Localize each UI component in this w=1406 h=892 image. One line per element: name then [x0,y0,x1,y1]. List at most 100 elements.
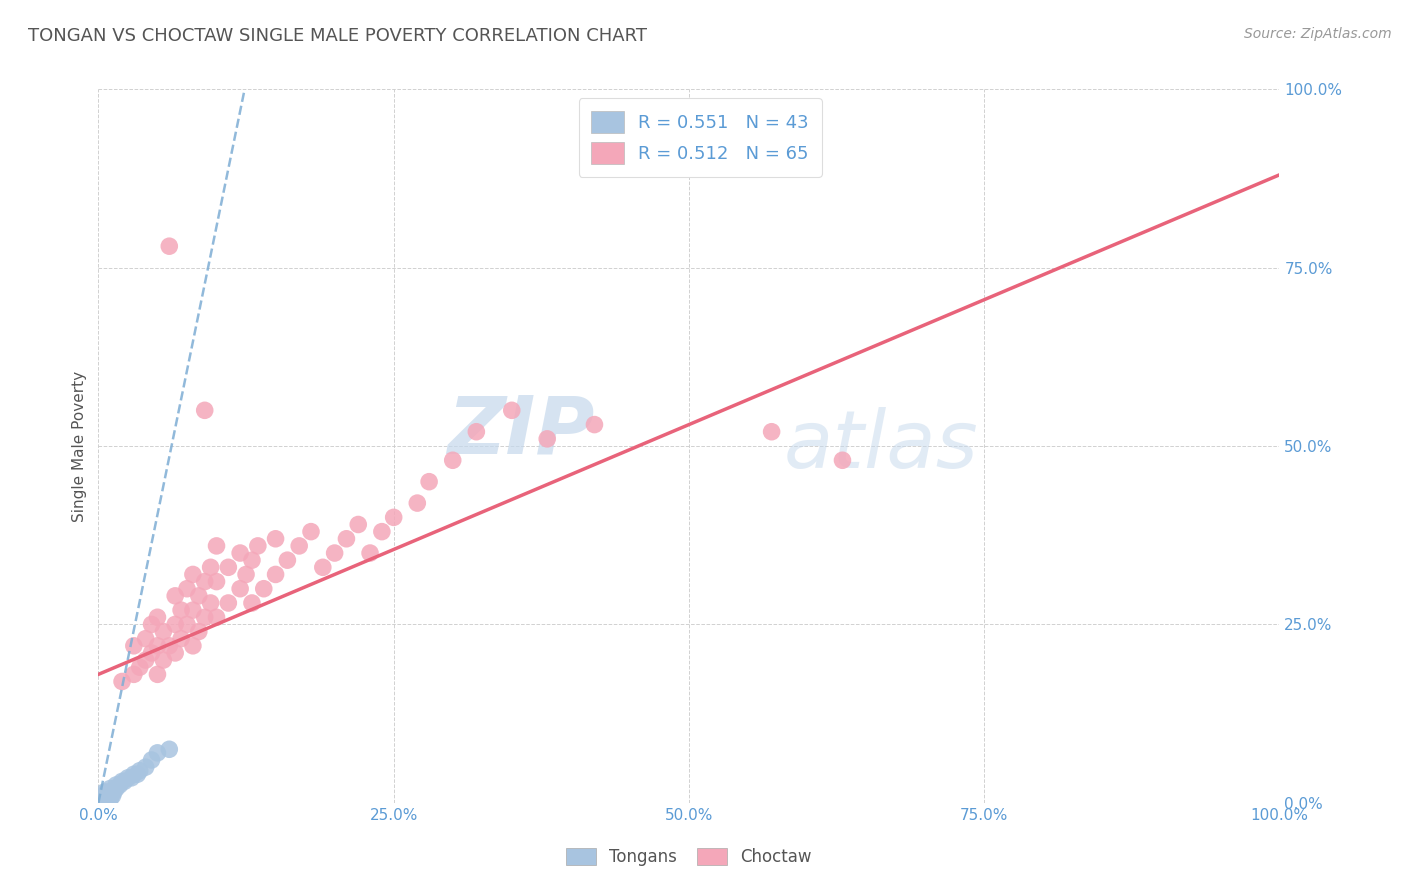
Point [128,660,150,674]
Point [323,546,346,560]
Point [87,796,110,810]
Point [121,771,143,785]
Point [299,524,322,539]
Text: ZIP: ZIP [447,392,595,471]
Point [93,785,115,799]
Point [382,510,405,524]
Point [111,774,134,789]
Legend: Tongans, Choctaw: Tongans, Choctaw [558,840,820,875]
Point [152,624,174,639]
Point [111,674,134,689]
Point [194,403,217,417]
Point [89,796,111,810]
Point [246,539,269,553]
Point [441,453,464,467]
Point [240,553,263,567]
Point [94,789,117,803]
Point [90,796,112,810]
Point [264,567,287,582]
Point [152,653,174,667]
Point [465,425,488,439]
Point [97,789,120,803]
Text: Source: ZipAtlas.com: Source: ZipAtlas.com [1244,27,1392,41]
Point [583,417,606,432]
Point [98,792,121,806]
Point [165,589,187,603]
Point [117,771,139,785]
Point [91,796,114,810]
Point [240,596,263,610]
Point [146,639,169,653]
Point [418,475,440,489]
Point [536,432,558,446]
Point [288,539,311,553]
Point [165,617,187,632]
Text: atlas: atlas [783,407,979,485]
Point [87,796,110,810]
Point [194,574,217,589]
Y-axis label: Single Male Poverty: Single Male Poverty [72,370,87,522]
Point [98,781,121,796]
Point [229,582,252,596]
Point [98,789,121,803]
Point [93,789,115,803]
Point [94,796,117,810]
Point [205,574,228,589]
Point [146,667,169,681]
Point [253,582,276,596]
Point [96,796,118,810]
Point [141,617,163,632]
Point [205,610,228,624]
Point [127,767,149,781]
Point [135,632,157,646]
Point [235,567,257,582]
Point [93,796,115,810]
Point [91,789,114,803]
Point [187,624,209,639]
Point [128,764,150,778]
Point [157,239,180,253]
Point [501,403,523,417]
Point [200,560,222,574]
Point [93,792,115,806]
Point [98,792,121,806]
Point [112,774,135,789]
Point [181,567,204,582]
Point [200,596,222,610]
Point [176,617,198,632]
Point [146,746,169,760]
Point [205,539,228,553]
Point [103,785,125,799]
Point [359,546,381,560]
Point [371,524,394,539]
Point [217,560,239,574]
Point [135,760,157,774]
Point [94,792,117,806]
Point [141,646,163,660]
Point [170,632,193,646]
Legend: R = 0.551   N = 43, R = 0.512   N = 65: R = 0.551 N = 43, R = 0.512 N = 65 [579,98,821,177]
Point [101,785,124,799]
Point [157,639,180,653]
Point [108,778,131,792]
Point [122,767,145,781]
Point [135,653,157,667]
Point [312,560,335,574]
Point [101,789,124,803]
Point [141,753,163,767]
Point [105,778,128,792]
Point [181,639,204,653]
Point [264,532,287,546]
Point [165,646,187,660]
Point [181,603,204,617]
Point [105,781,128,796]
Point [831,453,853,467]
Point [176,582,198,596]
Point [90,792,112,806]
Point [122,639,145,653]
Point [122,667,145,681]
Point [217,596,239,610]
Point [96,785,118,799]
Point [91,792,114,806]
Point [761,425,783,439]
